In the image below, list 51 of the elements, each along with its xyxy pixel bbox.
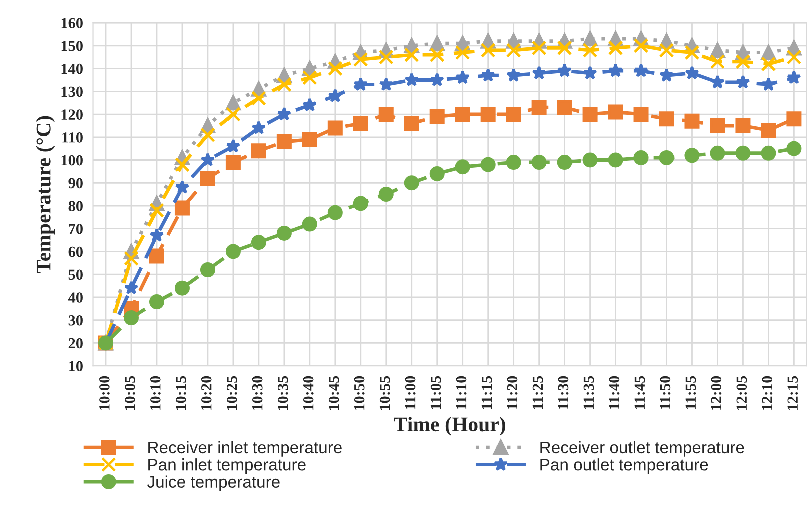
- x-tick-label: 10:40: [303, 376, 314, 410]
- y-tick-label: 100: [62, 155, 83, 166]
- x-tick-label: 10:45: [328, 376, 340, 410]
- y-tick-label: 160: [62, 18, 83, 28]
- x-tick-label: 11:10: [456, 376, 467, 410]
- x-tick-label: 10:00: [100, 376, 110, 410]
- x-tick-label: 11:05: [430, 376, 442, 410]
- x-tick-label: 12:10: [762, 376, 773, 410]
- y-tick-label: 60: [68, 246, 83, 258]
- y-tick-label: 130: [62, 86, 83, 98]
- x-tick-label: 10:05: [125, 376, 136, 410]
- y-tick-label: 70: [69, 224, 83, 234]
- x-tick-label: 11:30: [558, 376, 569, 410]
- x-tick-label: 11:20: [507, 376, 518, 410]
- x-tick-label: 11:45: [634, 376, 646, 410]
- legend-label: Pan outlet temperature: [540, 458, 708, 474]
- legend-label: Receiver inlet temperature: [148, 441, 342, 457]
- y-tick-label: 110: [62, 132, 83, 143]
- x-axis-title: Time (Hour): [394, 417, 506, 436]
- y-tick-label: 90: [68, 178, 83, 189]
- y-axis-title: Temperature (°C): [36, 116, 56, 274]
- x-tick-label: 12:05: [736, 376, 748, 410]
- x-tick-label: 11:25: [532, 376, 544, 410]
- legend-label: Pan inlet temperature: [148, 458, 306, 474]
- x-tick-label: 12:15: [788, 376, 798, 410]
- legend-label: Receiver outlet temperature: [540, 441, 744, 457]
- x-tick-label: 11:35: [584, 376, 594, 410]
- y-tick-label: 10: [69, 361, 83, 372]
- x-tick-label: 10:10: [150, 376, 161, 410]
- x-tick-label: 11:40: [609, 376, 620, 410]
- x-tick-label: 11:55: [686, 376, 696, 410]
- y-tick-label: 20: [68, 338, 83, 349]
- y-tick-label: 150: [62, 41, 83, 52]
- y-tick-label: 140: [62, 64, 83, 74]
- x-tick-label: 10:50: [354, 376, 365, 410]
- x-tick-label: 11:00: [405, 376, 416, 410]
- x-tick-label: 11:15: [482, 376, 492, 410]
- x-tick-label: 10:15: [176, 376, 186, 410]
- y-tick-label: 50: [68, 270, 83, 280]
- x-tick-label: 10:30: [252, 376, 263, 410]
- x-tick-label: 10:55: [380, 376, 390, 410]
- y-tick-label: 30: [68, 315, 83, 326]
- legend-label: Juice temperature: [147, 476, 280, 492]
- x-tick-label: 10:25: [226, 376, 238, 410]
- y-tick-label: 80: [68, 201, 83, 212]
- y-tick-label: 120: [62, 110, 83, 120]
- x-tick-label: 11:50: [660, 376, 671, 410]
- y-tick-label: 40: [68, 292, 83, 303]
- x-tick-label: 12:00: [711, 376, 722, 410]
- x-tick-label: 10:35: [278, 376, 288, 410]
- x-tick-label: 10:20: [201, 376, 212, 410]
